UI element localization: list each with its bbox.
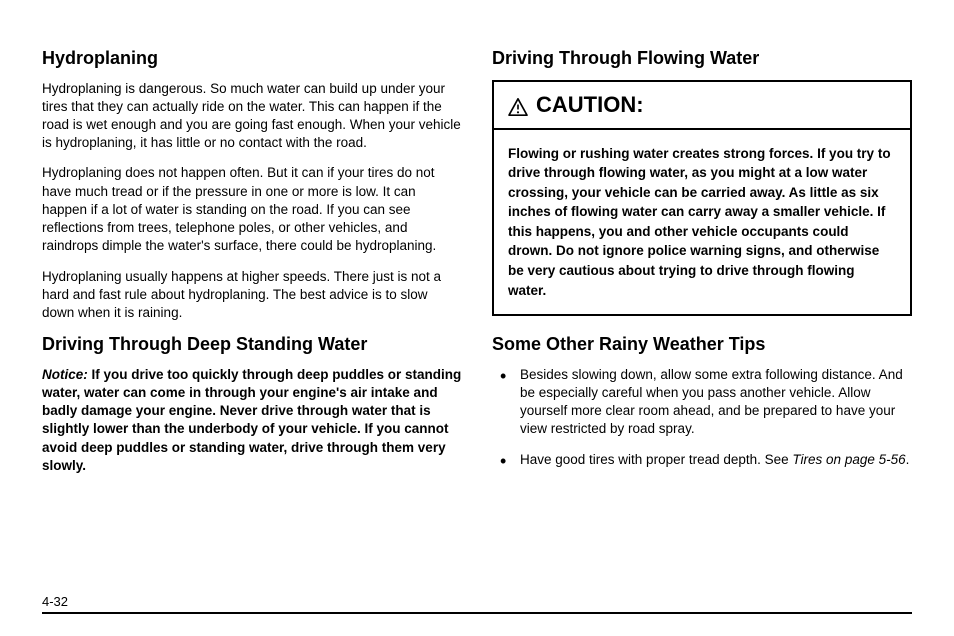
notice-paragraph: Notice: If you drive too quickly through… bbox=[42, 366, 462, 475]
list-item: Besides slowing down, allow some extra f… bbox=[492, 366, 912, 439]
list-item-text: Have good tires with proper tread depth.… bbox=[520, 452, 792, 467]
right-column: Driving Through Flowing Water CAUTION: F… bbox=[492, 48, 912, 568]
paragraph: Hydroplaning usually happens at higher s… bbox=[42, 268, 462, 323]
notice-label: Notice: bbox=[42, 367, 88, 382]
page-content: Hydroplaning Hydroplaning is dangerous. … bbox=[42, 48, 912, 568]
xref-tail: . bbox=[906, 452, 910, 467]
caution-box: CAUTION: Flowing or rushing water create… bbox=[492, 80, 912, 317]
heading-deep-standing-water: Driving Through Deep Standing Water bbox=[42, 334, 462, 356]
heading-flowing-water: Driving Through Flowing Water bbox=[492, 48, 912, 70]
warning-triangle-icon bbox=[508, 96, 528, 114]
caution-title: CAUTION: bbox=[536, 92, 644, 118]
left-column: Hydroplaning Hydroplaning is dangerous. … bbox=[42, 48, 462, 568]
tips-list: Besides slowing down, allow some extra f… bbox=[492, 366, 912, 469]
caution-body: Flowing or rushing water creates strong … bbox=[494, 130, 910, 315]
list-item: Have good tires with proper tread depth.… bbox=[492, 451, 912, 469]
paragraph: Hydroplaning does not happen often. But … bbox=[42, 164, 462, 255]
page-footer: 4-32 bbox=[42, 612, 912, 614]
cross-reference: Tires on page 5-56 bbox=[792, 452, 905, 467]
caution-header: CAUTION: bbox=[494, 82, 910, 130]
notice-body: If you drive too quickly through deep pu… bbox=[42, 367, 461, 473]
heading-hydroplaning: Hydroplaning bbox=[42, 48, 462, 70]
paragraph: Hydroplaning is dangerous. So much water… bbox=[42, 80, 462, 153]
page-number: 4-32 bbox=[42, 594, 68, 609]
heading-rainy-tips: Some Other Rainy Weather Tips bbox=[492, 334, 912, 356]
